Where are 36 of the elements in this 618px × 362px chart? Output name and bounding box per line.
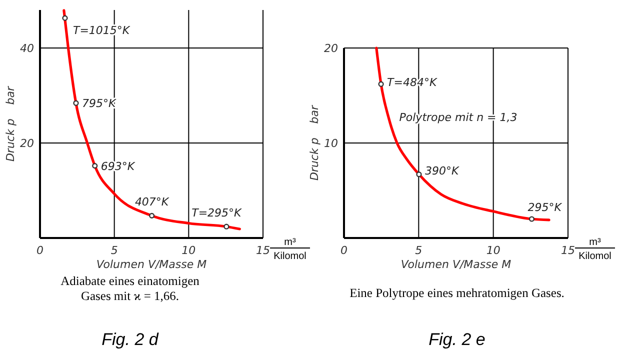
point	[92, 163, 98, 169]
point	[148, 212, 155, 218]
point	[528, 216, 535, 222]
point	[73, 100, 79, 106]
x-axis-title: Volumen V/Masse M	[400, 258, 512, 271]
x-tick-label: 0	[340, 244, 348, 257]
text: Adiabate eines einatomigen Gases mit ϰ = 1,66.	[60, 274, 200, 303]
text: Fig. 2 e	[428, 330, 486, 349]
text: Fig. 2 d	[102, 330, 159, 349]
line-series	[62, 9, 241, 230]
y-tick-label: 40	[20, 42, 34, 55]
y-axis-title: Druck p bar	[308, 104, 321, 181]
text: Eine Polytrope eines mehratomigen Gases.	[350, 286, 564, 300]
y-axis-title: Druck p bar	[4, 84, 17, 162]
x-tick-label: 10	[182, 244, 196, 257]
x-tick-label: 5	[110, 244, 118, 257]
x-axis-title: Volumen V/Masse M	[96, 258, 208, 271]
text: Kilomol	[274, 251, 306, 262]
y-tick-label: 20	[20, 137, 34, 150]
annotation: T=295°K	[192, 206, 242, 220]
point	[416, 172, 422, 178]
y-tick-label: 20	[324, 42, 338, 55]
point	[224, 224, 230, 230]
text: m³	[284, 237, 296, 248]
annotation: 390°K	[424, 164, 460, 178]
x-tick-label: 5	[415, 244, 422, 257]
text: m³	[589, 237, 602, 248]
x-tick-label: 0	[36, 244, 44, 257]
annotation: 407°K	[134, 196, 170, 209]
text: Kilomol	[578, 251, 612, 262]
x-tick-label: 15	[561, 244, 575, 257]
x-tick-label: 10	[486, 244, 500, 257]
annotation: 295°K	[528, 201, 562, 214]
x-tick-label: 15	[256, 244, 270, 257]
point	[62, 15, 68, 21]
point	[378, 81, 384, 87]
